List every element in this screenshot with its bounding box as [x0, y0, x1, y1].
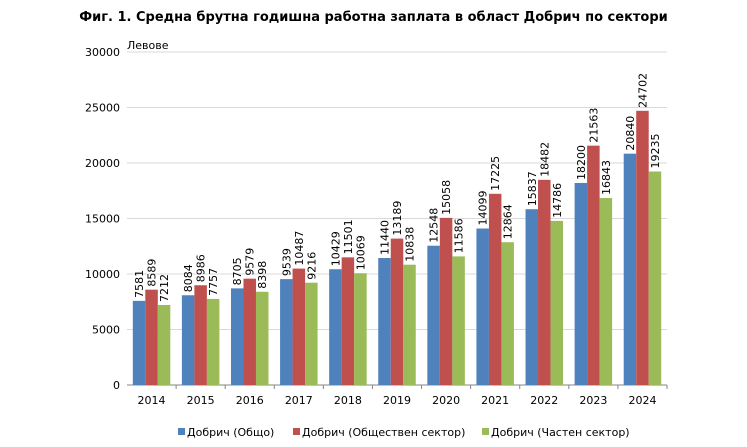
data-label: 17225: [489, 156, 502, 191]
bar: [648, 171, 662, 385]
bar: [378, 258, 391, 385]
y-tick-label: 20000: [85, 157, 120, 170]
legend-label: Добрич (Обществен сектор): [302, 426, 465, 439]
bar: [538, 179, 551, 385]
bar: [427, 245, 440, 385]
data-label: 9216: [305, 252, 318, 280]
y-tick-label: 5000: [92, 324, 120, 337]
bar: [488, 193, 502, 385]
data-label: 24702: [636, 73, 649, 108]
x-tick-label: 2015: [187, 394, 215, 407]
x-tick-label: 2019: [383, 394, 411, 407]
data-label: 8084: [182, 264, 195, 292]
data-label: 20840: [624, 116, 637, 151]
legend-swatch: [482, 428, 489, 435]
bar: [550, 220, 564, 385]
bar: [636, 110, 649, 385]
bar: [181, 295, 195, 385]
data-label: 10069: [354, 235, 367, 270]
bar: [145, 289, 158, 385]
x-tick-label: 2021: [481, 394, 509, 407]
x-tick-label: 2020: [432, 394, 460, 407]
bar: [305, 282, 318, 385]
x-tick-label: 2017: [285, 394, 313, 407]
bar: [292, 268, 306, 385]
data-label: 9539: [280, 248, 293, 276]
y-tick-label: 15000: [85, 213, 120, 226]
data-label: 12548: [428, 208, 441, 243]
data-label: 8986: [195, 254, 208, 282]
legend-label: Добрич (Частен сектор): [491, 426, 630, 439]
chart-title: Фиг. 1. Средна брутна годишна работна за…: [79, 10, 668, 25]
x-axis: 2014 2015 2016 2017 2018 2019 2020 2021 2022 2023…: [138, 385, 668, 407]
bar: [132, 300, 146, 385]
data-label: 8705: [231, 257, 244, 285]
bar: [574, 182, 588, 385]
data-label: 18482: [538, 142, 551, 177]
bar: [599, 198, 613, 385]
bar: [587, 145, 600, 385]
data-label: 10838: [404, 227, 417, 262]
x-tick-label: 2018: [334, 394, 362, 407]
data-label: 21563: [587, 108, 600, 143]
data-label: 9579: [244, 248, 257, 276]
bar: [501, 242, 514, 385]
legend-swatch: [178, 428, 185, 435]
y-axis: 0 5000 10000 15000 20000 25000 30000: [85, 46, 120, 392]
legend: Добрич (Общо) Добрич (Обществен сектор) До…: [178, 426, 630, 439]
bar: [439, 217, 453, 385]
bar: [194, 285, 207, 385]
y-tick-label: 25000: [85, 102, 120, 115]
data-label: 11586: [453, 218, 466, 253]
bar: [329, 269, 342, 385]
legend-swatch: [293, 428, 300, 435]
unit-label: Левове: [127, 39, 169, 52]
x-tick-label: 2022: [530, 394, 558, 407]
x-tick-label: 2014: [138, 394, 166, 407]
data-label: 11440: [379, 220, 392, 255]
bar: [255, 291, 269, 385]
x-tick-label: 2024: [628, 394, 656, 407]
bar: [403, 264, 416, 385]
x-tick-label: 2016: [236, 394, 264, 407]
data-label: 14099: [477, 191, 490, 226]
y-tick-label: 30000: [85, 46, 120, 59]
bar: [341, 257, 355, 385]
bar: [476, 228, 489, 385]
data-label: 7757: [207, 268, 220, 296]
bar: [230, 288, 244, 385]
bar: [525, 209, 539, 385]
legend-label: Добрич (Общо): [187, 426, 274, 439]
bar: [280, 279, 293, 385]
bar: [390, 238, 404, 385]
data-label: 12864: [502, 204, 515, 239]
data-label: 8589: [146, 259, 159, 287]
y-tick-label: 0: [113, 379, 120, 392]
bar: [157, 304, 171, 385]
y-tick-label: 10000: [85, 268, 120, 281]
data-label: 15058: [440, 180, 453, 215]
bars: [132, 110, 662, 385]
data-label: 13189: [391, 201, 404, 236]
bar: [243, 278, 256, 385]
data-label: 10429: [329, 231, 342, 266]
data-label: 7581: [133, 270, 146, 298]
data-label: 10487: [293, 231, 306, 266]
bar: [354, 273, 367, 385]
bar: [452, 256, 465, 385]
data-label: 18200: [575, 145, 588, 180]
data-label: 15837: [526, 171, 539, 206]
data-label: 16843: [600, 160, 613, 195]
data-label: 8398: [256, 261, 269, 289]
data-label: 11501: [342, 219, 355, 254]
data-label: 19235: [649, 133, 662, 168]
data-label: 14786: [551, 183, 564, 218]
bar: [206, 298, 220, 385]
data-label: 7212: [158, 274, 171, 302]
bar: [623, 153, 637, 385]
x-tick-label: 2023: [579, 394, 607, 407]
